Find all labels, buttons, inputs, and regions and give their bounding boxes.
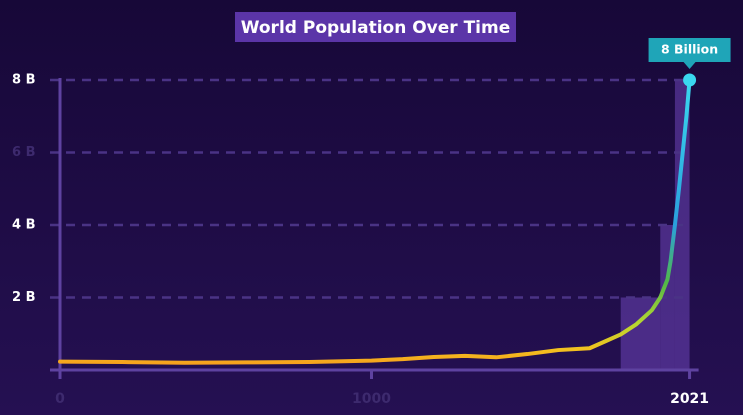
end-point [683, 73, 697, 87]
chart-title: World Population Over Time [241, 18, 511, 38]
annotation-box [648, 38, 731, 62]
population-line [58, 78, 692, 365]
y-tick-label: 4 B [12, 218, 35, 233]
axes: 2 B 4 B 6 B 8 B 0 1000 2021 [12, 73, 709, 408]
y-tick-label: 8 B [12, 73, 35, 88]
annotation-pointer [683, 62, 696, 69]
x-tick-label: 2021 [670, 391, 709, 407]
line-layer: 8 Billion [58, 38, 731, 365]
grid [50, 78, 689, 299]
y-tick-label: 2 B [12, 290, 35, 305]
x-tick-label: 1000 [352, 391, 391, 407]
annotation-label: 8 Billion [661, 42, 718, 57]
title-box [235, 12, 516, 42]
y-tick-label: 6 B [12, 145, 35, 160]
x-tick-label: 0 [55, 391, 65, 407]
